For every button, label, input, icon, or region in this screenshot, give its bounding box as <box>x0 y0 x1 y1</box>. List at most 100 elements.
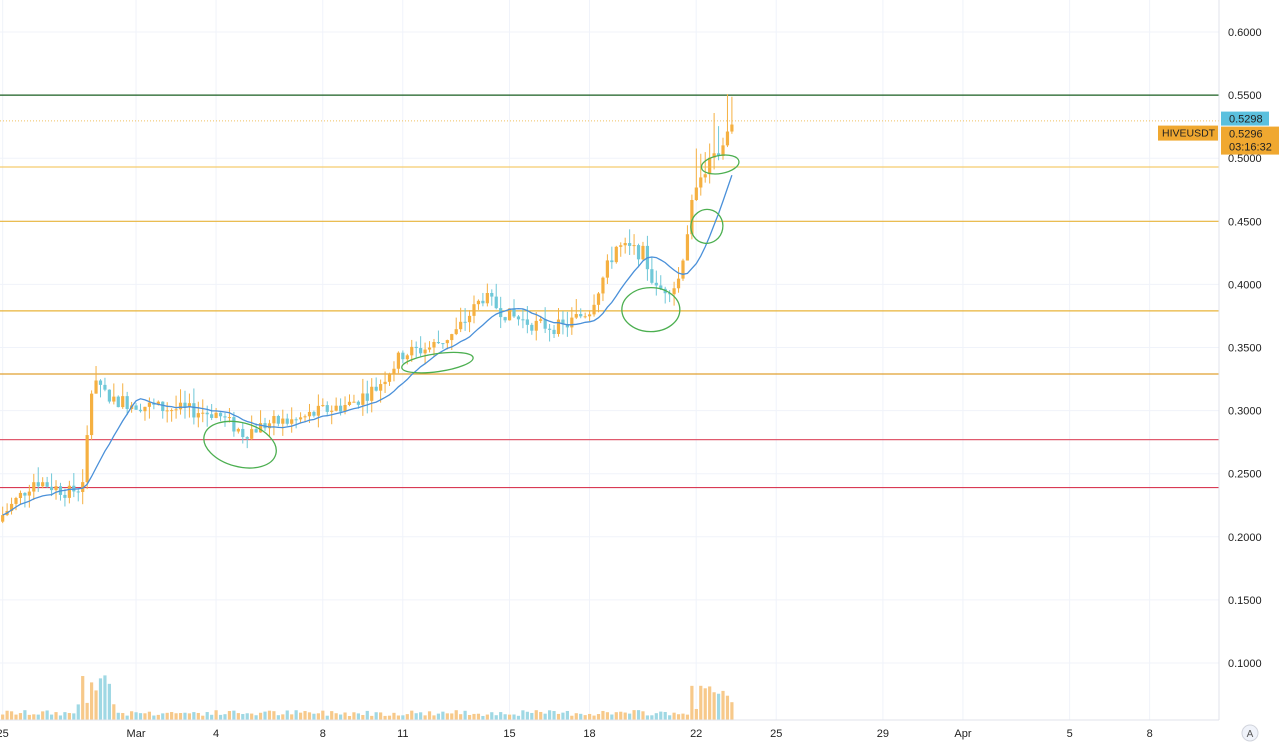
volume-bar <box>138 713 143 720</box>
price-tick-label: 0.1500 <box>1228 595 1262 607</box>
volume-bar <box>121 713 125 720</box>
candle-body <box>534 320 538 331</box>
annotations <box>203 154 740 469</box>
volume-bar <box>143 713 147 720</box>
volume-bar <box>276 715 280 720</box>
candle-body <box>725 131 730 146</box>
volume-bar <box>623 712 627 720</box>
candle-body <box>334 405 338 411</box>
annotation-ellipse <box>401 351 474 374</box>
volume-bar <box>325 715 329 720</box>
candle-body <box>463 321 467 323</box>
volume-bar <box>321 710 325 720</box>
volume-bar <box>196 712 200 720</box>
candle-body <box>619 245 623 247</box>
candle-body <box>76 491 80 493</box>
volume-bar <box>396 715 401 720</box>
volume-bar <box>58 715 63 720</box>
candle-body <box>552 329 556 335</box>
candle-body <box>561 319 565 325</box>
candle-body <box>454 329 458 335</box>
price-axis[interactable]: 0.6000 0.5500 0.5000 0.4500 0.4000 0.3500 0.30… <box>1228 27 1262 670</box>
candles <box>1 94 734 524</box>
volume-bar <box>245 713 249 720</box>
price-tick-label: 0.6000 <box>1228 27 1262 39</box>
candle-body <box>436 342 441 344</box>
candle-body <box>347 401 352 405</box>
candle-body <box>654 282 658 286</box>
candle-body <box>210 414 214 418</box>
volume-bar <box>676 714 681 720</box>
volume-bar <box>414 713 418 720</box>
volume-bar <box>654 713 658 720</box>
volume-bar <box>476 713 481 720</box>
candle-body <box>27 491 31 496</box>
volume-bar <box>721 690 725 720</box>
candle-body <box>258 423 263 433</box>
candle-body <box>712 153 716 158</box>
volume-bar <box>76 704 80 720</box>
volume-bar <box>227 711 232 720</box>
symbol-label: HIVEUSDT <box>1162 128 1216 140</box>
moving-average-line <box>2 174 733 516</box>
volume-bar <box>165 712 169 720</box>
time-tick-label: Apr <box>954 728 971 740</box>
candle-body <box>290 419 294 424</box>
candle-body <box>352 401 356 403</box>
time-tick-label: 8 <box>320 728 326 740</box>
volume-bar <box>650 715 654 720</box>
candle-body <box>592 304 596 315</box>
time-axis[interactable]: 25 Mar 4 8 11 15 18 22 25 29 Apr 5 8 <box>0 728 1153 740</box>
candle-body <box>708 157 712 175</box>
volume-bar <box>94 690 98 720</box>
volume-bar <box>361 714 365 720</box>
volume-bar <box>690 685 694 720</box>
candle-body <box>214 412 218 418</box>
volume-bar <box>201 715 205 720</box>
candle-body <box>156 401 160 405</box>
volume-bar <box>174 713 178 720</box>
candle-body <box>694 187 698 200</box>
candle-body <box>681 260 685 279</box>
candle-body <box>365 393 369 401</box>
candle-body <box>419 348 423 354</box>
time-axis-background <box>0 720 1219 749</box>
volume-bar <box>481 715 485 720</box>
volume-bar <box>23 710 27 720</box>
volume-bar <box>668 715 672 720</box>
candle-body <box>414 346 418 349</box>
volume-bar <box>521 710 525 720</box>
candle-body <box>272 416 276 424</box>
volume-bar <box>472 713 476 720</box>
volume-bar <box>116 712 120 720</box>
candle-body <box>41 482 45 487</box>
annotation-ellipse <box>690 208 724 244</box>
grid <box>0 0 1219 720</box>
candle-body <box>467 315 472 323</box>
candle-body <box>556 319 561 335</box>
candle-body <box>23 492 27 496</box>
candle-body <box>138 409 143 412</box>
time-tick-label: 15 <box>503 728 515 740</box>
volume-bar <box>610 714 614 720</box>
candle-body <box>459 321 463 330</box>
candle-body <box>98 380 103 385</box>
candle-body <box>285 418 289 424</box>
candle-body <box>525 319 529 325</box>
volume-bar <box>565 710 569 720</box>
auto-scale-button[interactable]: A <box>1241 724 1259 742</box>
candle-body <box>485 292 489 304</box>
candle-body <box>481 300 485 304</box>
current-price-label: 0.5296 <box>1229 129 1263 141</box>
candle-body <box>547 328 552 330</box>
last-price-label: 0.5298 <box>1229 114 1263 126</box>
volume-bar <box>410 710 414 720</box>
candle-body <box>161 401 165 412</box>
volume-bar <box>659 711 663 720</box>
volume-bar <box>703 688 707 720</box>
volume-bar <box>681 713 685 720</box>
candle-body <box>610 260 614 263</box>
